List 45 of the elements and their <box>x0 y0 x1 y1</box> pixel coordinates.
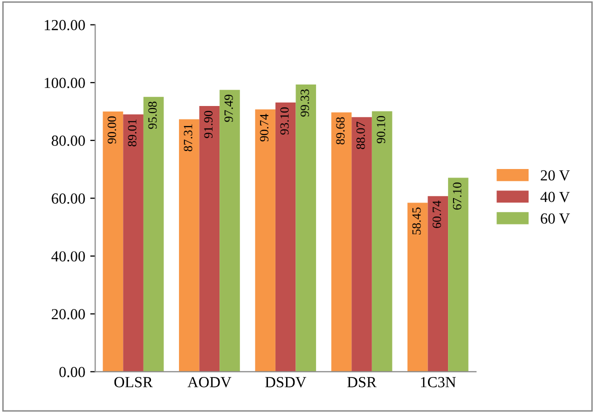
data-label: 97.49 <box>224 94 233 122</box>
bar <box>428 196 448 372</box>
bar <box>220 90 240 372</box>
x-tick-label: DSDV <box>265 377 306 388</box>
data-label: 95.08 <box>148 102 157 129</box>
data-label: 89.01 <box>128 119 136 146</box>
data-label: 58.45 <box>412 208 421 234</box>
bar <box>448 178 468 372</box>
legend-label: 60 V <box>540 213 570 224</box>
data-label: 93.10 <box>280 107 289 135</box>
bar <box>255 109 276 372</box>
x-tick-label: 1C3N <box>421 377 456 388</box>
y-tick-label: 120.00 <box>44 20 85 30</box>
y-tick-label: 100.00 <box>44 78 85 88</box>
x-tick-label: OLSR <box>114 377 153 388</box>
y-tick-label: 40.00 <box>51 251 85 262</box>
data-label: 90.10 <box>376 116 386 144</box>
legend-label: 40 V <box>540 192 570 202</box>
y-tick-label: 20.00 <box>52 309 85 320</box>
bar <box>178 119 200 372</box>
data-label: 87.31 <box>184 124 192 152</box>
bar <box>199 106 220 372</box>
y-tick-label: 0.00 <box>59 366 85 378</box>
x-tick-label: AODV <box>188 377 232 388</box>
legend-label: 20 V <box>540 170 570 181</box>
data-label: 99.33 <box>300 89 310 117</box>
data-label: 60.74 <box>432 200 442 228</box>
data-label: 67.10 <box>452 182 462 210</box>
data-label: 89.68 <box>336 117 345 144</box>
bar <box>123 114 144 372</box>
bar <box>372 111 392 372</box>
bar <box>296 84 316 372</box>
y-tick-label: 80.00 <box>52 136 85 146</box>
data-label: 90.74 <box>260 114 268 142</box>
x-tick-label: DSR <box>347 377 377 388</box>
bar <box>143 96 164 372</box>
data-label: 91.90 <box>204 110 213 138</box>
bar <box>102 112 124 372</box>
bar <box>275 102 296 372</box>
data-label: 88.07 <box>356 122 365 150</box>
y-tick-label: 60.00 <box>52 193 85 204</box>
data-label: 90.00 <box>108 116 116 144</box>
bar <box>331 112 352 372</box>
bar <box>352 117 372 372</box>
bar <box>407 202 428 372</box>
